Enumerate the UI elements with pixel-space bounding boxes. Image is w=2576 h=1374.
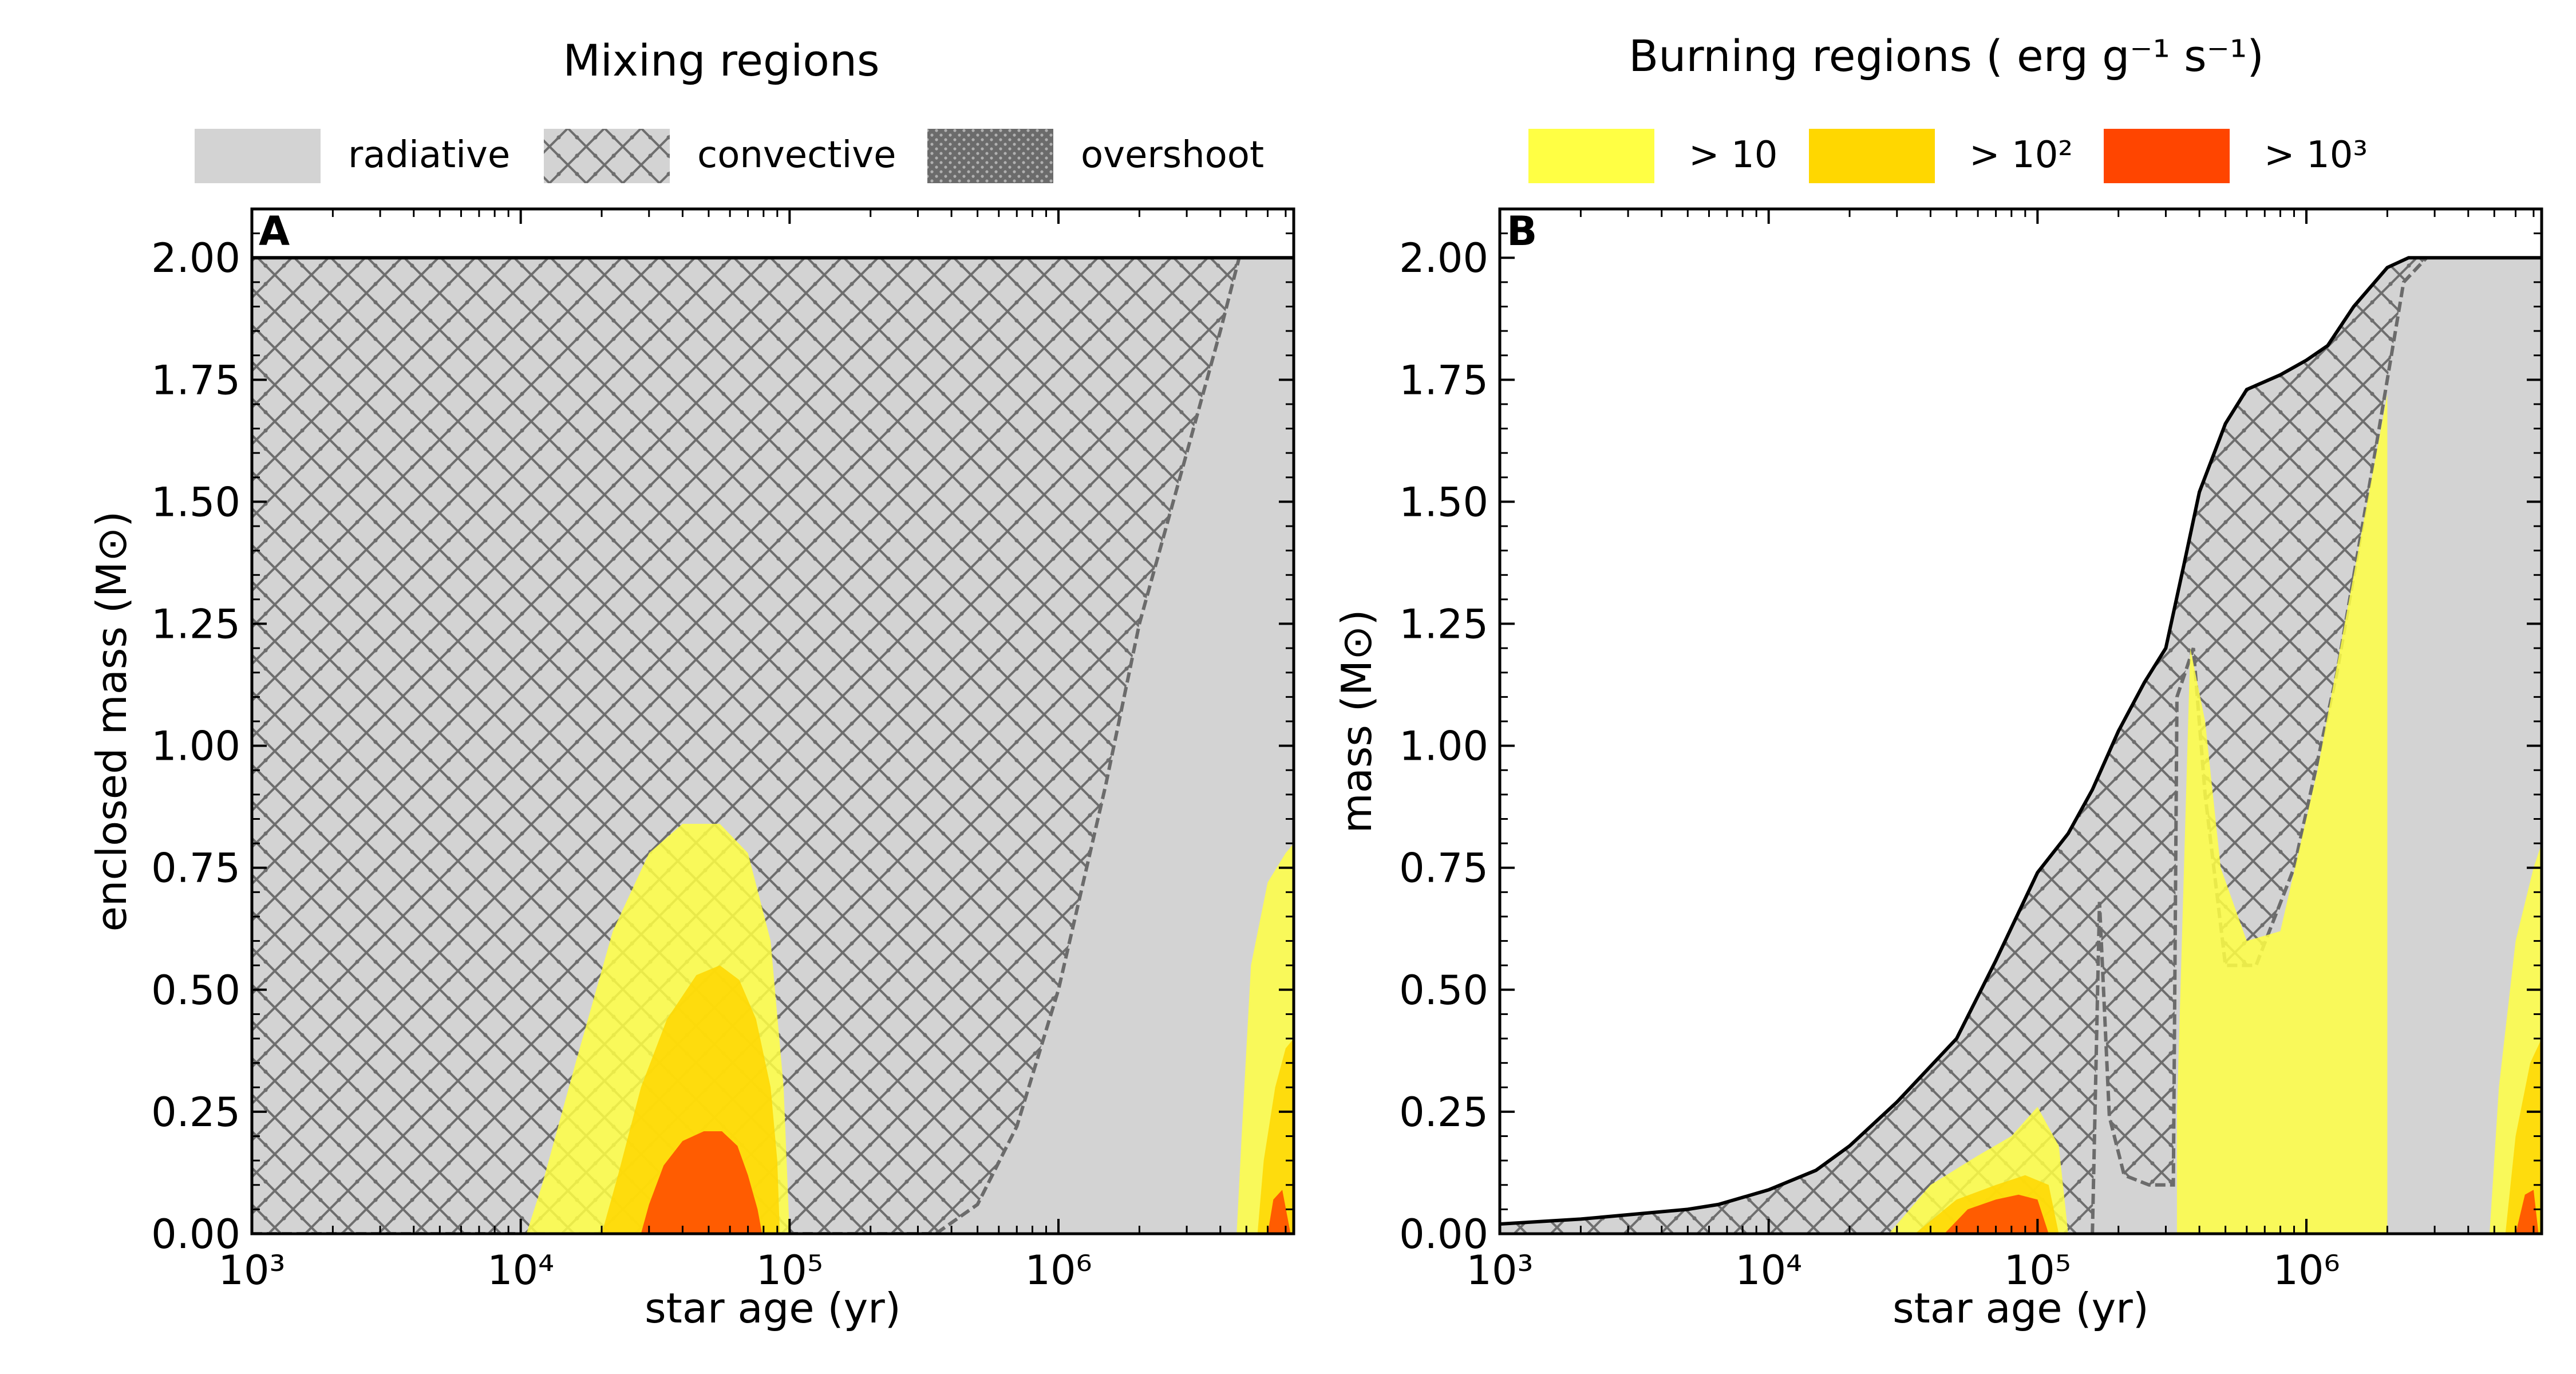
legend-label-radiative: radiative [348, 134, 510, 176]
burning-region-mark [2505, 1039, 2542, 1234]
panel-a-letter: A [259, 208, 290, 255]
legend-label-burn-100: > 10² [1969, 134, 2073, 176]
legend-burning: Burning regions ( erg g⁻¹ s⁻¹) > 10 > 10… [1528, 30, 2368, 183]
panel-a-x-axis: 10³ 10⁴ 10⁵ 10⁶ [218, 209, 1287, 1294]
y-tick-label: 1.75 [1399, 357, 1488, 404]
legend-label-convective: convective [697, 134, 896, 176]
panel-b-stellar-mass-line [1500, 256, 2542, 1226]
panel-a-plot-area [252, 209, 1294, 1234]
legend-mixing-title: Mixing regions [563, 35, 879, 86]
panel-a-burning-regions [526, 824, 1294, 1234]
panel-a-radiative-region [252, 258, 1294, 1234]
legend-label-overshoot: overshoot [1081, 134, 1264, 176]
y-tick-label: 2.00 [151, 235, 240, 282]
y-tick-label: 1.00 [151, 723, 240, 770]
burning-region-mark [1267, 1190, 1291, 1234]
y-tick-label: 1.75 [151, 357, 240, 404]
y-tick-label: 1.25 [1399, 601, 1488, 648]
y-tick-label: 1.50 [1399, 479, 1488, 526]
legend-burning-title: Burning regions ( erg g⁻¹ s⁻¹) [1629, 30, 2264, 81]
panel-a-y-label: enclosed mass (M⊙) [88, 511, 136, 932]
legend-swatch-overshoot [927, 129, 1053, 183]
panel-a-convective-boundary [252, 257, 1241, 1234]
legend-swatch-radiative [195, 129, 321, 183]
panel-b-x-axis: 10³ 10⁴ 10⁵ 10⁶ [1466, 209, 2535, 1294]
legend-swatch-burn-100 [1809, 129, 1935, 183]
panel-a-y-axis: 0.00 0.25 0.50 0.75 1.00 1.25 1.50 1.75 2.00 [151, 232, 1294, 1258]
x-tick-label: 10⁵ [2004, 1247, 2071, 1294]
y-tick-label: 0.00 [1399, 1211, 1488, 1258]
legend-swatch-convective [544, 129, 670, 183]
y-tick-label: 0.75 [151, 845, 240, 892]
burning-region-mark [1944, 1194, 2049, 1234]
legend-swatch-burn-1000 [2104, 129, 2230, 183]
panel-b-plot-area [1500, 209, 2542, 1234]
burning-region-mark [2176, 394, 2388, 1234]
panel-b-burning-regions [1888, 394, 2542, 1234]
legend-label-burn-10: > 10 [1689, 134, 1777, 176]
y-tick-label: 2.00 [1399, 235, 1488, 282]
y-tick-label: 0.00 [151, 1211, 240, 1258]
y-tick-label: 1.25 [151, 601, 240, 648]
panel-b-y-label: mass (M⊙) [1333, 610, 1381, 834]
legend-mixing: Mixing regions radiative convective over… [195, 35, 1264, 183]
y-tick-label: 0.50 [1399, 967, 1488, 1014]
burning-region-mark [1257, 1039, 1294, 1234]
panel-b-letter: B [1507, 208, 1537, 255]
panel-a-mixing-chart: 10³ 10⁴ 10⁵ 10⁶ 0.00 0.25 0.50 0.75 1.00 1.25 1.5… [88, 207, 1295, 1332]
x-tick-label: 10⁴ [487, 1247, 554, 1294]
panel-b-x-label: star age (yr) [1893, 1284, 2149, 1332]
x-tick-label: 10³ [1466, 1247, 1533, 1294]
y-tick-label: 0.50 [151, 967, 240, 1014]
burning-region-mark [2515, 1190, 2539, 1234]
legend-swatch-burn-10 [1528, 129, 1654, 183]
x-tick-label: 10⁴ [1735, 1247, 1802, 1294]
burning-region-mark [641, 1131, 762, 1234]
y-tick-label: 1.50 [151, 479, 240, 526]
x-tick-label: 10⁵ [756, 1247, 823, 1294]
y-tick-label: 1.00 [1399, 723, 1488, 770]
panel-b-y-axis: 0.00 0.25 0.50 0.75 1.00 1.25 1.50 1.75 2.00 [1399, 232, 2542, 1258]
x-tick-label: 10⁶ [2273, 1247, 2340, 1294]
legend-label-burn-1000: > 10³ [2264, 134, 2368, 176]
y-tick-label: 0.25 [1399, 1089, 1488, 1136]
panel-b-burning-chart: 10³ 10⁴ 10⁵ 10⁶ 0.00 0.25 0.50 0.75 1.00 1.25 1.5… [1333, 207, 2543, 1332]
panel-a-x-label: star age (yr) [645, 1284, 901, 1332]
panel-a-above-star [252, 209, 1294, 258]
x-tick-label: 10⁶ [1025, 1247, 1092, 1294]
y-tick-label: 0.25 [151, 1089, 240, 1136]
y-tick-label: 0.75 [1399, 845, 1488, 892]
x-tick-label: 10³ [218, 1247, 285, 1294]
